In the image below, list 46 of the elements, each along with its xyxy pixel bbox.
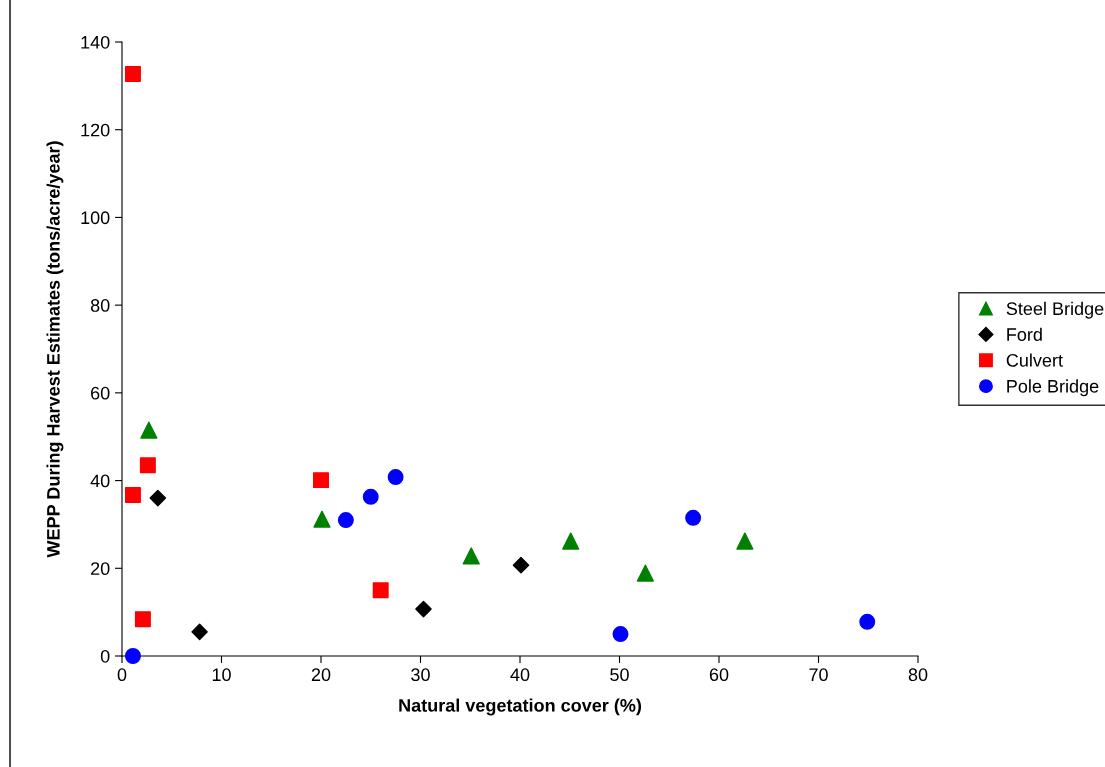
y-tick-label: 100 xyxy=(81,211,110,225)
x-axis-title: Natural vegetation cover (%) xyxy=(399,698,642,716)
legend-label: Culvert xyxy=(1006,353,1063,367)
x-tick-label: 70 xyxy=(809,668,828,682)
legend-label: Pole Bridge xyxy=(1007,379,1099,397)
y-tick-label: 60 xyxy=(91,386,110,400)
point xyxy=(512,556,530,574)
point xyxy=(612,626,629,643)
point xyxy=(313,510,331,528)
point xyxy=(387,469,404,486)
point xyxy=(736,532,754,550)
x-tick-label: 60 xyxy=(709,668,729,682)
x-tick-label: 0 xyxy=(117,668,127,682)
point xyxy=(313,472,329,489)
point xyxy=(362,488,379,505)
x-tick-label: 40 xyxy=(510,668,530,682)
legend-label: Steel Bridge xyxy=(1006,301,1104,319)
point xyxy=(415,600,432,618)
y-axis-title: WEPP During Harvest Estimates (tons/acre/year) xyxy=(46,141,64,558)
point xyxy=(562,532,580,550)
point xyxy=(191,623,208,641)
point xyxy=(124,66,141,82)
point xyxy=(685,509,702,526)
y-tick-label: 120 xyxy=(81,123,110,137)
point xyxy=(149,489,167,507)
x-tick-label: 20 xyxy=(311,668,331,682)
x-tick-label: 80 xyxy=(908,668,928,682)
point xyxy=(859,613,876,630)
x-tick-label: 30 xyxy=(411,668,430,682)
y-tick-label: 20 xyxy=(91,562,110,576)
x-tick-label: 10 xyxy=(212,668,231,682)
point xyxy=(139,457,156,474)
x-tick-label: 50 xyxy=(610,668,629,682)
y-tick-label: 40 xyxy=(90,474,110,488)
point xyxy=(337,512,354,529)
y-tick-label: 0 xyxy=(100,649,110,663)
legend-label: Ford xyxy=(1007,327,1042,341)
point xyxy=(124,648,141,664)
point xyxy=(140,421,158,439)
point xyxy=(134,611,151,628)
point xyxy=(124,487,141,504)
point xyxy=(372,582,389,599)
point xyxy=(636,564,654,582)
y-tick-label: 140 xyxy=(81,35,110,49)
y-tick-label: 80 xyxy=(90,299,110,312)
point xyxy=(462,547,480,565)
